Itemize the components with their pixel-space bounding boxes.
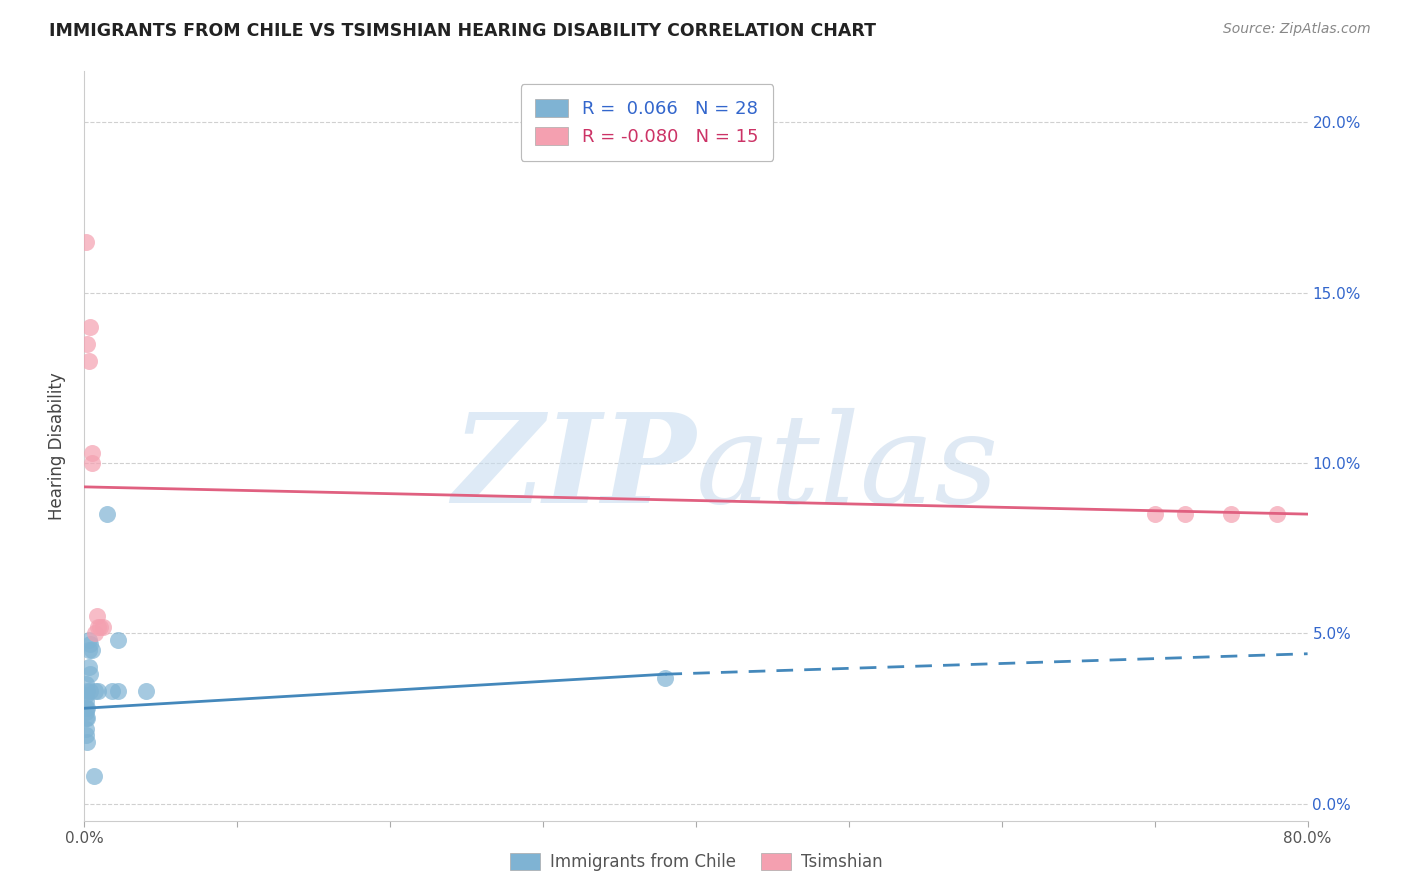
Point [1174,507,1197,521]
Point [79,636,101,650]
Point [86,609,108,624]
Point [75,694,97,708]
Point [89,619,111,633]
Point [107,633,129,648]
Point [84,626,107,640]
Point [76,735,98,749]
Point [1220,507,1243,521]
Point [87,619,110,633]
Point [79,319,101,334]
Point [75,701,97,715]
Text: atlas: atlas [696,408,1000,529]
Point [77,633,100,648]
Point [96,507,118,521]
Point [83,769,105,783]
Point [135,684,157,698]
Point [76,336,98,351]
Point [91,619,114,633]
Point [76,701,98,715]
Point [75,711,97,725]
Point [75,688,97,702]
Point [80,456,103,470]
Point [77,354,100,368]
Point [1265,507,1288,521]
Point [107,684,129,698]
Text: IMMIGRANTS FROM CHILE VS TSIMSHIAN HEARING DISABILITY CORRELATION CHART: IMMIGRANTS FROM CHILE VS TSIMSHIAN HEARI… [49,22,876,40]
Legend: R =  0.066   N = 28, R = -0.080   N = 15: R = 0.066 N = 28, R = -0.080 N = 15 [520,84,773,161]
Point [75,235,97,249]
Point [79,667,101,681]
Point [101,684,124,698]
Point [77,660,100,674]
Point [84,684,107,698]
Point [75,705,97,719]
Point [77,643,100,657]
Point [87,684,110,698]
Point [75,722,97,736]
Point [80,446,103,460]
Y-axis label: Hearing Disability: Hearing Disability [48,372,66,520]
Point [80,643,103,657]
Point [75,677,97,691]
Text: ZIP: ZIP [453,408,696,529]
Point [76,684,98,698]
Point [75,729,97,743]
Point [654,671,676,685]
Point [76,711,98,725]
Point [79,684,101,698]
Text: Source: ZipAtlas.com: Source: ZipAtlas.com [1223,22,1371,37]
Point [1143,507,1166,521]
